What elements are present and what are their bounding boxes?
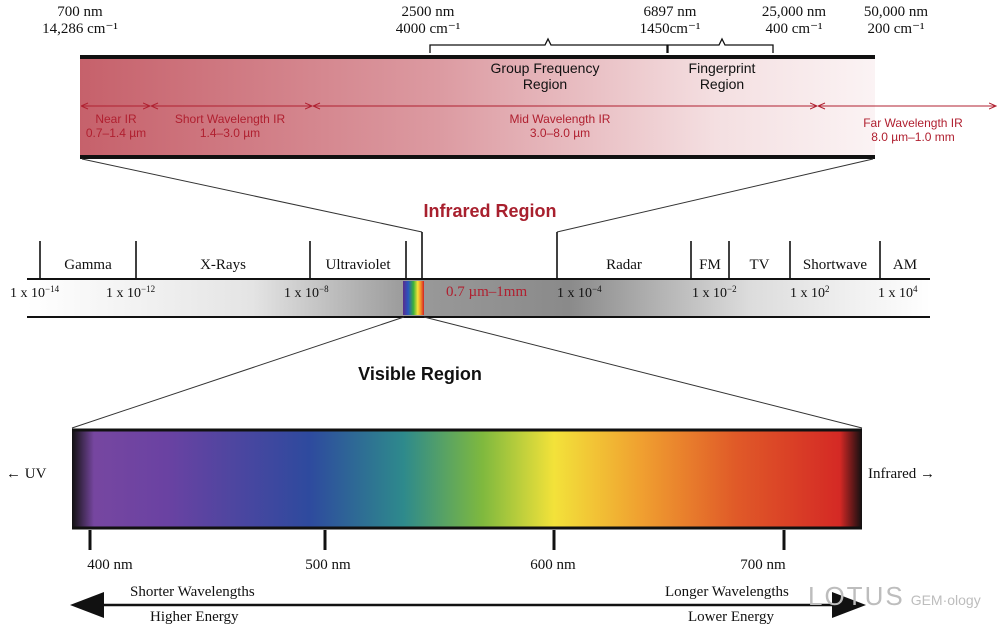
tick-1e-8: 1 x 10−8 [284,284,329,301]
ir-scale-700nm: 700 nm 14,286 cm⁻¹ [42,4,118,38]
spectrum-band [27,279,930,317]
energy-arrow-right-head [832,592,866,618]
fingerprint-brace [667,37,774,53]
ir-scale-50000nm: 50,000 nm 200 cm⁻¹ [863,4,929,38]
band-label-am: AM [892,257,918,273]
band-label-ultraviolet: Ultraviolet [325,257,391,273]
longer-wavelengths-label: Longer Wavelengths [665,584,789,600]
ir-scale-2500nm: 2500 nm 4000 cm⁻¹ [395,4,461,38]
lotus-gemology-logo: LOTUS GEM·ology [808,581,981,611]
tick-1e-12: 1 x 10−12 [106,284,156,301]
infrared-region-title: Infrared Region [423,201,557,221]
lower-energy-label: Lower Energy [688,609,774,625]
ir-scale-6897nm: 6897 nm 1450cm⁻¹ [639,4,701,38]
short-ir-label: Short Wavelength IR 1.4–3.0 µm [174,112,286,140]
visible-band [72,430,862,528]
near-ir-label: Near IR 0.7–1.4 µm [85,112,147,140]
tick-600nm: 600 nm [530,557,576,573]
tick-700nm: 700 nm [740,557,786,573]
tick-1e2: 1 x 102 [790,284,830,301]
band-dividers [39,232,881,279]
fingerprint-label: Fingerprint Region [688,60,756,93]
mid-ir-label: Mid Wavelength IR 3.0–8.0 µm [509,112,611,140]
tick-1e-2: 1 x 10−2 [692,284,737,301]
uv-side-label: ← UV [6,466,47,482]
band-label-gamma: Gamma [64,257,112,273]
band-label-radar: Radar [606,257,642,273]
ir-range-label: 0.7 µm–1mm [446,284,528,300]
far-ir-label: Far Wavelength IR 8.0 µm–1.0 mm [863,116,963,144]
visible-region-title: Visible Region [358,364,482,384]
band-label-xrays: X-Rays [200,257,246,273]
higher-energy-label: Higher Energy [150,609,239,625]
shorter-wavelengths-label: Shorter Wavelengths [130,584,255,600]
visible-rainbow-strip [403,281,424,315]
visible-ticks [88,530,786,550]
energy-arrow-left-head [70,592,104,618]
tick-1e-4: 1 x 10−4 [557,284,602,301]
infrared-side-label: Infrared → [868,466,936,482]
tick-1e-14: 1 x 10−14 [10,284,60,301]
tick-500nm: 500 nm [305,557,351,573]
tick-400nm: 400 nm [87,557,133,573]
band-label-tv: TV [749,257,770,273]
band-label-shortwave: Shortwave [802,257,868,273]
ir-scale-25000nm: 25,000 nm 400 cm⁻¹ [761,4,827,38]
group-frequency-label: Group Frequency Region [490,60,600,93]
tick-1e4: 1 x 104 [878,284,918,301]
band-label-fm: FM [699,257,721,273]
group-frequency-brace [429,37,668,53]
